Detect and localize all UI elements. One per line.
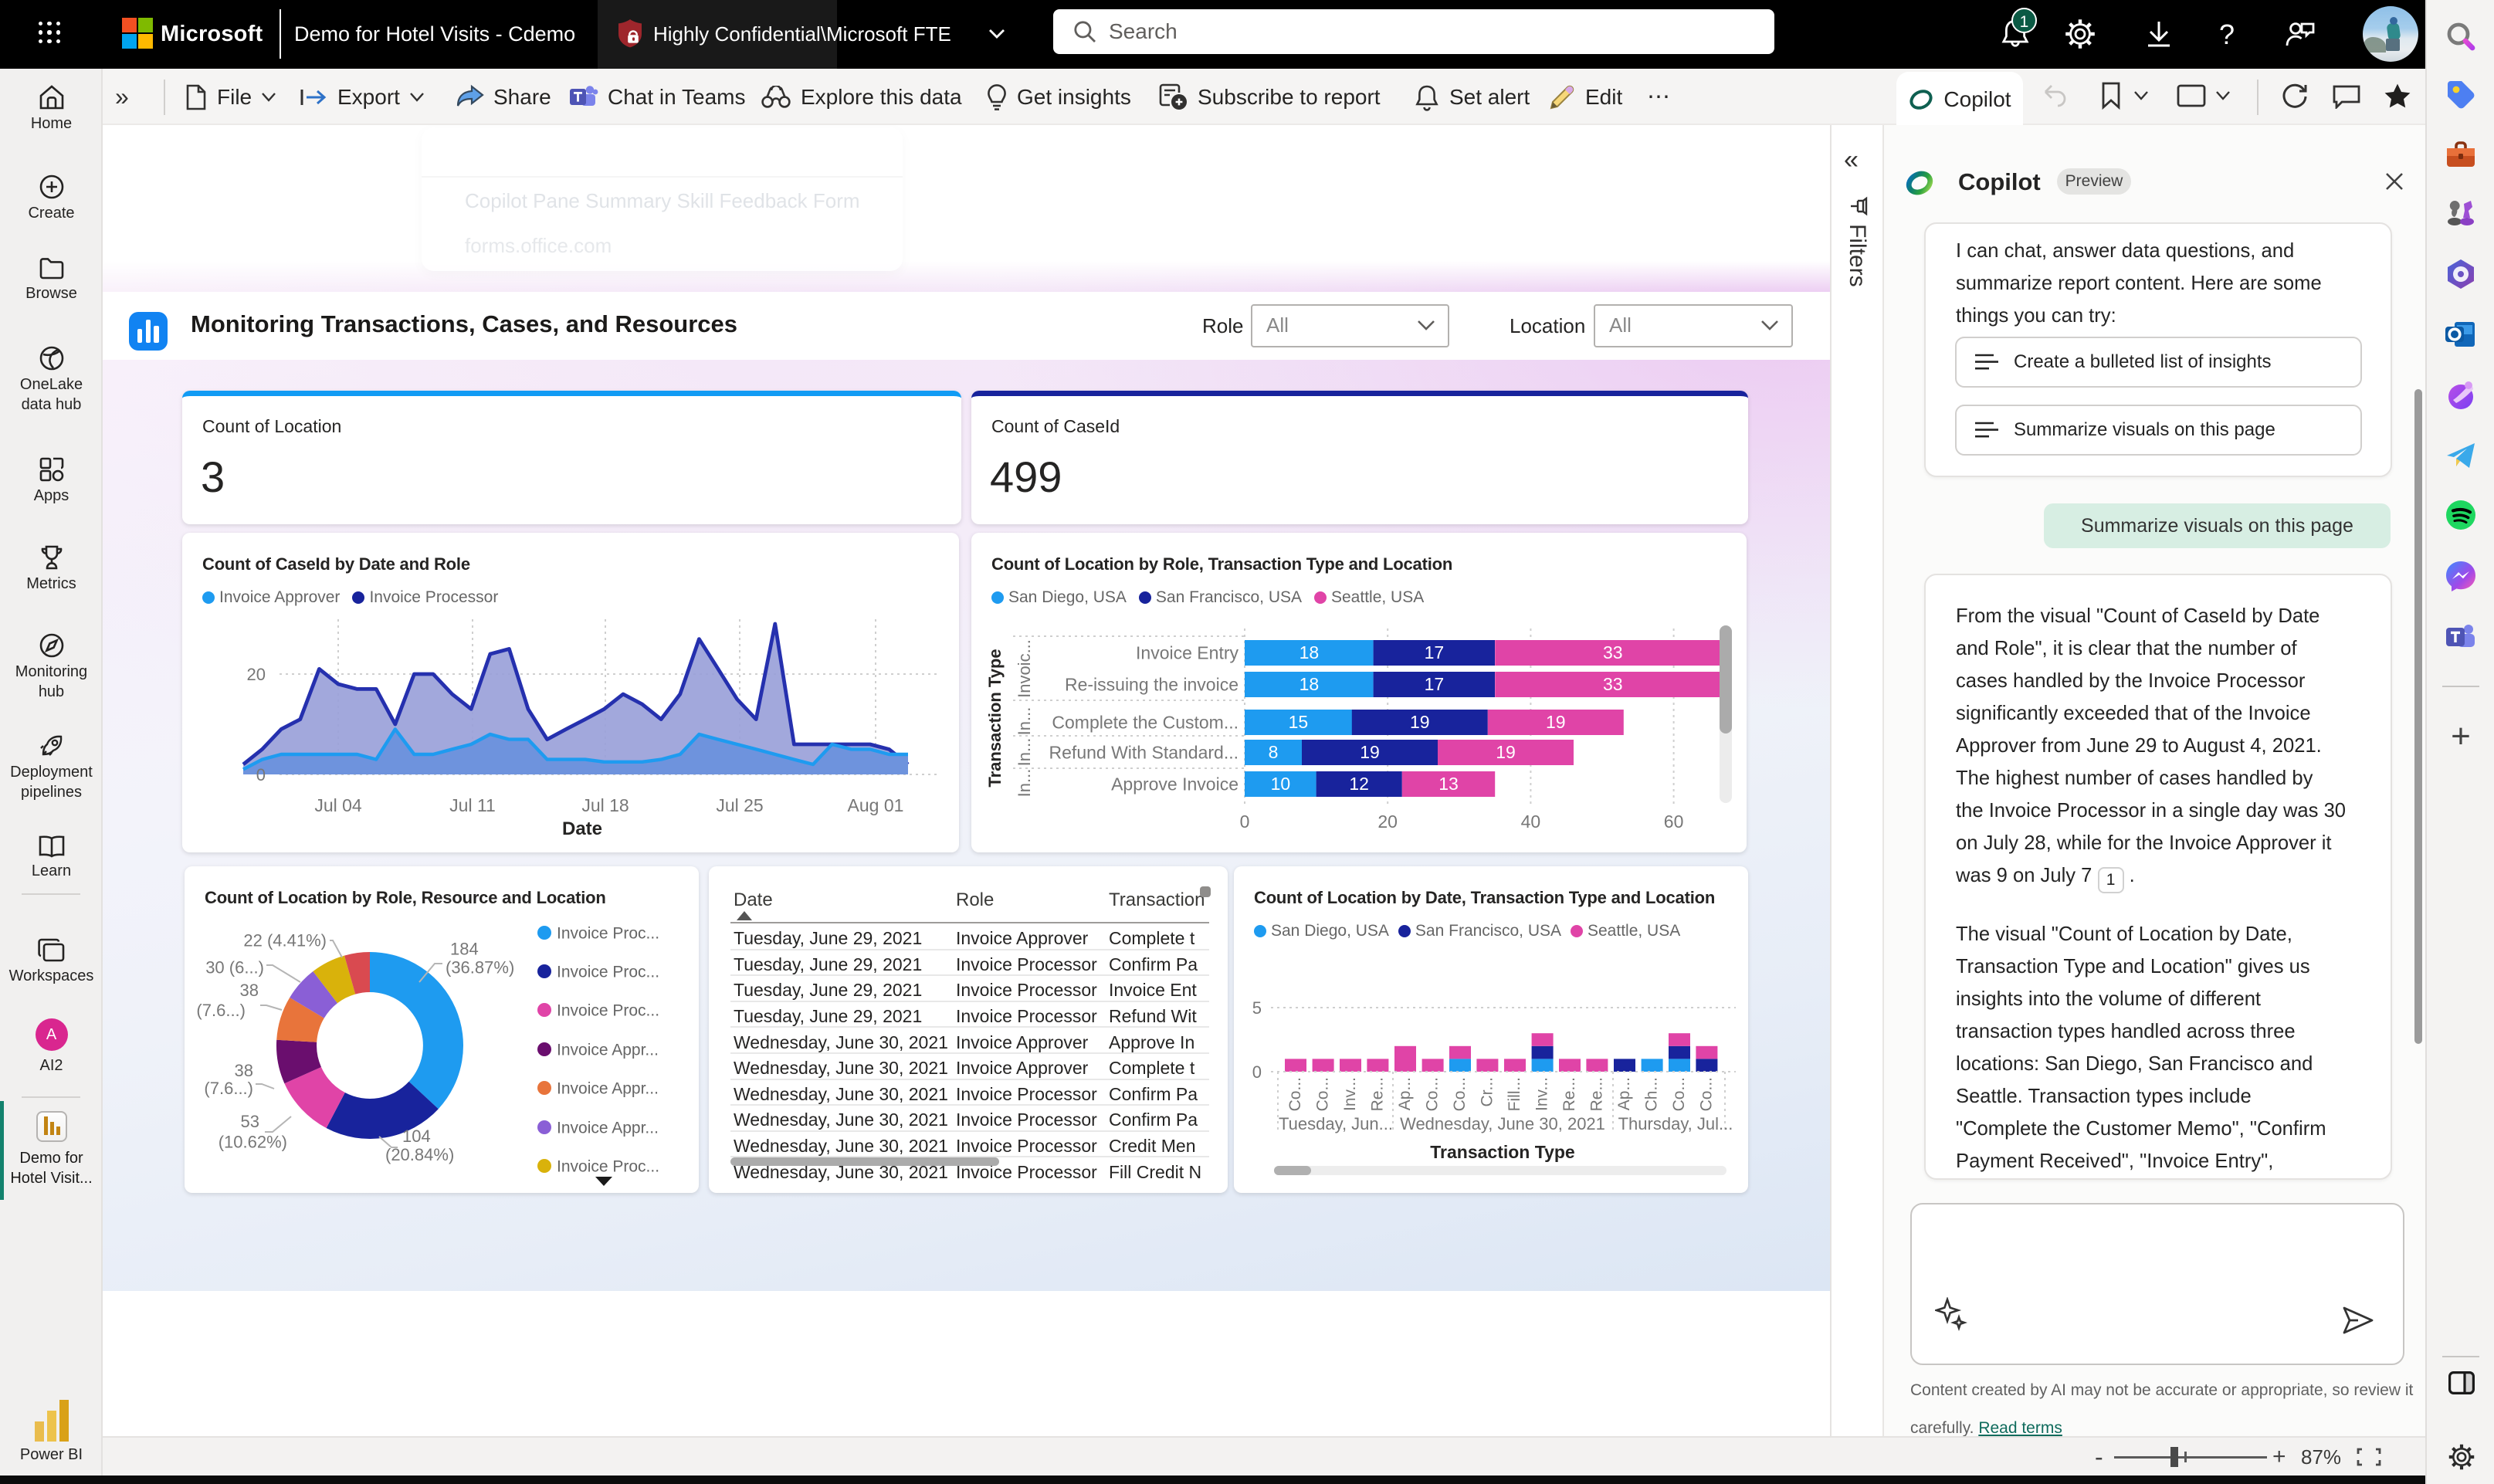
svg-text:0: 0: [1252, 1062, 1262, 1082]
svg-text:Re-issuing the invoice: Re-issuing the invoice: [1065, 674, 1239, 694]
svg-text:Refund With Standard...: Refund With Standard...: [1049, 742, 1239, 762]
svg-text:Co...: Co...: [1314, 1077, 1332, 1111]
svg-text:38: 38: [240, 981, 259, 1000]
svg-text:Aug 01: Aug 01: [848, 795, 904, 815]
svg-text:Co...: Co...: [1697, 1077, 1715, 1111]
svg-text:Date: Date: [562, 818, 602, 839]
svg-text:Ap...: Ap...: [1615, 1077, 1633, 1110]
svg-text:8: 8: [1269, 742, 1279, 762]
svg-text:15: 15: [1289, 712, 1309, 732]
svg-text:(7.6...): (7.6...): [196, 1001, 246, 1020]
svg-text:Invoice Appr...: Invoice Appr...: [557, 1080, 659, 1098]
svg-text:Complete the Custom...: Complete the Custom...: [1052, 712, 1239, 732]
svg-text:(7.6...): (7.6...): [204, 1079, 253, 1098]
svg-text:Ap...: Ap...: [1396, 1077, 1414, 1110]
svg-text:13: 13: [1438, 774, 1459, 794]
svg-text:Co...: Co...: [1286, 1077, 1304, 1111]
svg-text:(20.84%): (20.84%): [385, 1145, 454, 1164]
svg-text:Transaction Type: Transaction Type: [1430, 1142, 1574, 1162]
svg-text:Invoice Appr...: Invoice Appr...: [557, 1042, 659, 1059]
svg-text:Re...: Re...: [1560, 1077, 1578, 1111]
svg-text:Jul 25: Jul 25: [716, 795, 763, 815]
svg-text:Invoice Entry: Invoice Entry: [1136, 642, 1239, 662]
svg-text:Jul 18: Jul 18: [581, 795, 629, 815]
svg-text:In...: In...: [1015, 707, 1034, 736]
svg-text:53: 53: [241, 1112, 259, 1131]
svg-text:Tuesday, Jun...: Tuesday, Jun...: [1279, 1114, 1393, 1133]
svg-text:Inv...: Inv...: [1533, 1077, 1551, 1111]
svg-text:Re...: Re...: [1588, 1077, 1605, 1111]
svg-text:Invoice Appr...: Invoice Appr...: [557, 1120, 659, 1137]
svg-text:Invoice Proc...: Invoice Proc...: [557, 964, 659, 981]
svg-text:Transaction Type: Transaction Type: [985, 649, 1005, 787]
svg-text:22 (4.41%): 22 (4.41%): [243, 931, 327, 950]
svg-text:In...: In...: [1015, 738, 1034, 767]
svg-text:Wednesday, June 30, 2021: Wednesday, June 30, 2021: [1400, 1114, 1605, 1133]
svg-text:17: 17: [1425, 674, 1445, 694]
svg-text:Invoice Proc...: Invoice Proc...: [557, 1002, 659, 1020]
svg-text:Invoice Proc...: Invoice Proc...: [557, 1158, 659, 1176]
svg-text:184: 184: [450, 940, 479, 959]
svg-text:(10.62%): (10.62%): [219, 1133, 287, 1152]
svg-text:12: 12: [1349, 774, 1369, 794]
svg-text:Co...: Co...: [1451, 1077, 1469, 1111]
svg-text:40: 40: [1521, 811, 1541, 832]
svg-text:Approve Invoice: Approve Invoice: [1111, 774, 1239, 794]
svg-text:Inv...: Inv...: [1341, 1077, 1359, 1111]
svg-text:Ch...: Ch...: [1643, 1077, 1661, 1111]
svg-text:Jul 04: Jul 04: [314, 795, 362, 815]
svg-text:18: 18: [1300, 642, 1320, 662]
svg-text:0: 0: [1240, 811, 1250, 832]
svg-text:17: 17: [1425, 642, 1445, 662]
svg-text:Co...: Co...: [1424, 1077, 1442, 1111]
svg-text:38: 38: [235, 1061, 253, 1080]
svg-text:In...: In...: [1015, 769, 1034, 798]
svg-text:(36.87%): (36.87%): [446, 958, 514, 977]
svg-text:10: 10: [1271, 774, 1291, 794]
svg-text:5: 5: [1252, 998, 1262, 1018]
svg-text:19: 19: [1360, 742, 1380, 762]
svg-text:Re...: Re...: [1368, 1077, 1386, 1111]
svg-text:20: 20: [247, 665, 266, 684]
svg-text:0: 0: [256, 765, 266, 784]
svg-text:30 (6...): 30 (6...): [205, 958, 264, 977]
svg-text:Co...: Co...: [1670, 1077, 1688, 1111]
svg-text:Fill...: Fill...: [1506, 1077, 1523, 1111]
svg-text:19: 19: [1546, 712, 1566, 732]
svg-text:18: 18: [1300, 674, 1320, 694]
svg-text:19: 19: [1496, 742, 1516, 762]
svg-text:19: 19: [1410, 712, 1430, 732]
svg-text:Cr...: Cr...: [1478, 1077, 1496, 1107]
svg-text:Invoic...: Invoic...: [1015, 639, 1034, 698]
svg-text:60: 60: [1664, 811, 1684, 832]
svg-text:Thursday, Jul...: Thursday, Jul...: [1618, 1114, 1733, 1133]
svg-text:Jul 11: Jul 11: [449, 795, 496, 815]
svg-text:20: 20: [1377, 811, 1398, 832]
svg-text:33: 33: [1603, 642, 1623, 662]
svg-text:Invoice Proc...: Invoice Proc...: [557, 925, 659, 943]
svg-text:33: 33: [1603, 674, 1623, 694]
svg-text:104: 104: [402, 1127, 431, 1146]
